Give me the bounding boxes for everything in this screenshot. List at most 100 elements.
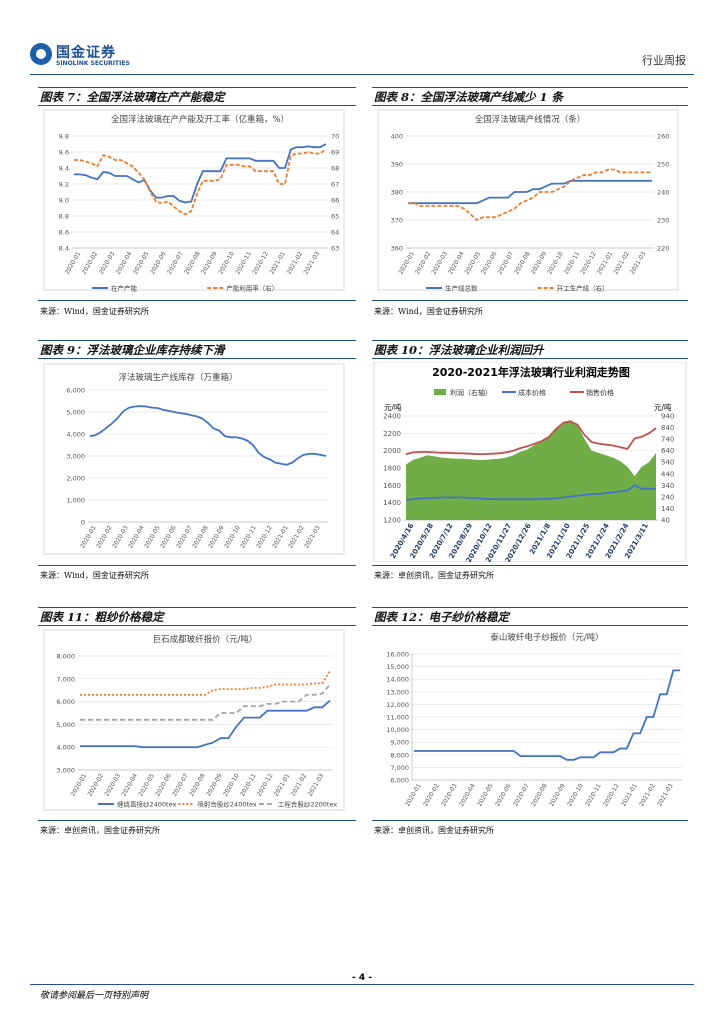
y-tick-label: 1600: [383, 482, 401, 490]
c12-svg: 泰山玻纤电子纱报价（元/吨） 6,000 7,000 8,000 9,000 10,000…: [386, 632, 682, 808]
y-tick-label: 390: [391, 161, 403, 169]
y-tick-label: 3,000: [66, 453, 85, 461]
y-tick-label: 0: [81, 519, 85, 527]
y-tick-label: 8.8: [59, 213, 69, 221]
panel-7-top-rule: [38, 87, 356, 88]
x-tick-label: 2020-04: [458, 782, 477, 807]
disclaimer: 敬请参阅最后一页特别声明: [40, 991, 149, 1001]
chart-title: 全国浮法玻璃在产产能及开工率（亿重箱，%）: [111, 114, 289, 125]
y-tick-label: 2400: [383, 413, 401, 421]
x-tick-label: 2020-08: [530, 782, 549, 807]
panel-10-title: 图表 10：浮法玻璃企业利润回升: [374, 343, 544, 357]
y-tick-label: 9.4: [59, 165, 69, 173]
legend-label: 成本价格: [518, 388, 546, 397]
series-line-0: [80, 699, 331, 749]
y2-tick-label: 230: [657, 217, 669, 225]
panel-8-source: 来源：Wind，国金证券研究所: [374, 307, 483, 316]
y-tick-label: 360: [391, 245, 403, 253]
y-tick-label: 9.0: [59, 197, 69, 205]
x-tick-label: 2020-05: [476, 782, 495, 807]
y2-tick-label: 540: [661, 459, 674, 467]
panel-9-title: 图表 9：浮法玻璃企业库存持续下滑: [40, 343, 225, 357]
y-tick-label: 13,000: [386, 688, 409, 696]
y-tick-label: 7,000: [390, 764, 409, 772]
legend-label: 缠绕直接纱2400tex: [117, 800, 176, 809]
series-area-profit: [406, 420, 656, 520]
chart-title: 浮法玻璃生产线库存（万重箱）: [118, 372, 237, 383]
chart-title: 2020-2021年浮法玻璃行业利润走势图: [432, 365, 630, 379]
panel-11-title-rule: [38, 625, 356, 626]
y-tick-label: 2000: [383, 447, 401, 455]
y2-tick-label: 67: [331, 181, 339, 189]
y2-tick-label: 940: [661, 413, 674, 421]
series-line-0: [89, 405, 327, 466]
panel-7-source: 来源：Wind，国金证券研究所: [40, 307, 149, 316]
y2-tick-label: 69: [331, 149, 339, 157]
y2-tick-label: 63: [331, 245, 339, 253]
panel-10-source: 来源：卓创资讯，国金证券研究所: [374, 571, 494, 580]
legend-label: 开工生产线（右）: [557, 284, 609, 293]
x-tick-label: 2020-09: [548, 782, 567, 807]
legend-label: 喷射合股纱2400tex: [197, 800, 256, 809]
panel-7-bottom-rule: [38, 300, 356, 301]
y2-tick-label: 240: [657, 189, 669, 197]
panel-8-bottom-rule: [372, 300, 688, 301]
legend-label: 生产线总数: [445, 284, 478, 293]
y-tick-label: 15,000: [386, 663, 409, 671]
y-tick-label: 5,000: [56, 721, 75, 729]
y2-tick-label: 240: [661, 493, 674, 501]
y2-tick-label: 40: [661, 517, 670, 525]
footer-divider: [30, 984, 694, 985]
x-tick-label: 2021-01: [620, 782, 639, 807]
legend-label: 在产产能: [111, 284, 138, 293]
series-line-1: [405, 484, 656, 501]
series-line-2: [405, 420, 657, 455]
panel-12-bottom-rule: [372, 820, 688, 821]
report-type: 行业周报: [642, 54, 686, 67]
y2-tick-label: 340: [661, 482, 674, 490]
x-tick-label: 2020-12: [602, 782, 621, 807]
y-tick-label: 2,000: [66, 475, 85, 483]
c10-svg: 2020-2021年浮法玻璃行业利润走势图 1200 1400 1600 1800 200…: [373, 362, 687, 562]
series-line-2: [80, 683, 331, 721]
y2-tick-label: 220: [657, 245, 669, 253]
y-tick-label: 10,000: [386, 726, 409, 734]
panel-8-title-rule: [372, 105, 688, 106]
panel-12-top-rule: [372, 607, 688, 608]
chart-border: [377, 109, 679, 291]
panel-10-title-rule: [372, 358, 688, 359]
y2-tick-label: 250: [657, 161, 669, 169]
legend-label: 利润（右轴）: [450, 388, 492, 397]
x-tick-label: 2020-01: [404, 782, 423, 807]
header-divider: [30, 74, 694, 75]
x-tick-label: 2020-10: [566, 782, 585, 807]
panel-10-top-rule: [372, 340, 688, 341]
y-tick-label: 1,000: [66, 497, 85, 505]
panel-11-top-rule: [38, 607, 356, 608]
company-name-cn: 国金证券: [56, 45, 116, 61]
y2-tick-label: 260: [657, 133, 669, 141]
y2-tick-label: 68: [331, 165, 339, 173]
x-tick-label: 2020-06: [494, 782, 513, 807]
page-header: 国金证券 SINOLINK SECURITIES 行业周报: [0, 0, 724, 80]
y-tick-label: 6,000: [66, 387, 85, 395]
chart-title: 全国浮法玻璃产线情况（条）: [475, 114, 586, 125]
y-tick-label: 16,000: [386, 651, 409, 659]
y-tick-label: 1800: [383, 465, 401, 473]
panel-8-top-rule: [372, 87, 688, 88]
y-tick-label: 8,000: [390, 751, 409, 759]
panel-8-title: 图表 8：全国浮法玻璃产线减少 1 条: [374, 90, 564, 104]
x-tick-label: 2021-02: [638, 782, 657, 807]
panel-7-title-rule: [38, 105, 356, 106]
y-tick-label: 8.6: [59, 229, 69, 237]
chart-11: 巨石成都玻纤报价（元/吨） 3,000 4,000 5,000 6,000 7,000 8,…: [38, 628, 356, 818]
y-tick-label: 9.6: [59, 149, 69, 157]
y2-tick-label: 65: [331, 213, 339, 221]
company-name-en: SINOLINK SECURITIES: [56, 60, 130, 67]
chart-title: 泰山玻纤电子纱报价（元/吨）: [490, 632, 603, 643]
y-tick-label: 6,000: [390, 777, 409, 785]
y-tick-label: 9,000: [390, 739, 409, 747]
y2-tick-label: 140: [661, 505, 674, 513]
panel-7-title: 图表 7：全国浮法玻璃在产产能稳定: [40, 90, 225, 104]
series-line-0: [74, 143, 327, 204]
